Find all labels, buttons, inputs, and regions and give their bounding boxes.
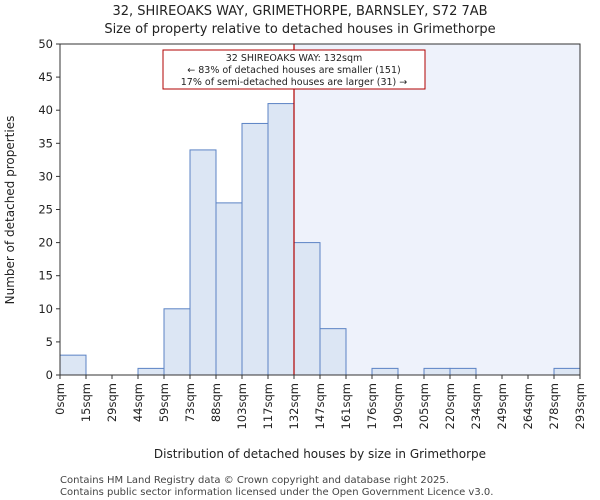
bar-59sqm bbox=[163, 308, 191, 376]
x-tick-label: 147sqm bbox=[313, 383, 327, 429]
y-tick-label: 50 bbox=[38, 37, 53, 51]
x-tick-label: 15sqm bbox=[79, 383, 93, 422]
x-tick-label: 190sqm bbox=[391, 383, 405, 429]
x-tick-label: 73sqm bbox=[183, 383, 197, 422]
y-tick-label: 20 bbox=[38, 236, 53, 250]
x-tick-label: 278sqm bbox=[547, 383, 561, 429]
footer-line-1: Contains HM Land Registry data © Crown c… bbox=[60, 475, 449, 486]
annotation-frame bbox=[162, 49, 426, 90]
x-tick-label: 293sqm bbox=[573, 383, 587, 429]
x-tick-label: 264sqm bbox=[521, 383, 535, 429]
y-tick-label: 35 bbox=[38, 136, 53, 150]
bar-0sqm bbox=[59, 354, 87, 376]
footer-line-2: Contains public sector information licen… bbox=[60, 487, 493, 498]
x-tick-label: 176sqm bbox=[365, 383, 379, 429]
highlight-region bbox=[294, 44, 580, 375]
y-tick-label: 25 bbox=[38, 203, 53, 217]
annotation-line-3: 17% of semi-detached houses are larger (… bbox=[181, 77, 408, 88]
bar-278sqm bbox=[553, 367, 581, 376]
bar-44sqm bbox=[137, 367, 165, 376]
x-tick-label: 117sqm bbox=[261, 383, 275, 429]
y-tick-label: 45 bbox=[38, 70, 53, 84]
y-tick-label: 0 bbox=[46, 368, 53, 382]
chart-subtitle: Size of property relative to detached ho… bbox=[104, 22, 495, 37]
bar-88sqm bbox=[215, 202, 243, 376]
y-axis-label: Number of detached properties bbox=[3, 116, 17, 305]
bar-117sqm bbox=[267, 103, 295, 376]
annotation-line-1: 32 SHIREOAKS WAY: 132sqm bbox=[226, 53, 363, 64]
y-tick-label: 15 bbox=[38, 269, 53, 283]
annotation-box: 32 SHIREOAKS WAY: 132sqm ← 83% of detach… bbox=[162, 49, 426, 90]
x-tick-label: 44sqm bbox=[131, 383, 145, 422]
x-axis-label: Distribution of detached houses by size … bbox=[154, 447, 486, 461]
x-tick-label: 161sqm bbox=[339, 383, 353, 429]
x-tick-label: 234sqm bbox=[469, 383, 483, 429]
x-tick-label: 205sqm bbox=[417, 383, 431, 429]
x-tick-label: 220sqm bbox=[443, 383, 457, 429]
plot-area: 0 5 10 15 20 25 30 35 40 45 50 0sqm 15sqm 29sqm 44sqm… bbox=[38, 37, 587, 429]
x-tick-label: 29sqm bbox=[105, 383, 119, 422]
x-tick-label: 103sqm bbox=[235, 383, 249, 429]
chart-title: 32, SHIREOAKS WAY, GRIMETHORPE, BARNSLEY… bbox=[112, 4, 487, 19]
x-tick-label: 249sqm bbox=[495, 383, 509, 429]
bar-205sqm bbox=[423, 367, 451, 376]
bar-73sqm bbox=[189, 149, 217, 376]
x-tick-label: 88sqm bbox=[209, 383, 223, 422]
y-tick-label: 30 bbox=[38, 169, 53, 183]
bar-103sqm bbox=[241, 122, 269, 376]
x-tick-label: 59sqm bbox=[157, 383, 171, 422]
x-tick-label: 0sqm bbox=[53, 383, 67, 415]
x-tick-label: 132sqm bbox=[287, 383, 301, 429]
annotation-line-2: ← 83% of detached houses are smaller (15… bbox=[187, 65, 400, 76]
y-tick-label: 10 bbox=[38, 302, 53, 316]
bar-220sqm bbox=[449, 367, 477, 376]
bar-147sqm bbox=[319, 328, 347, 376]
y-tick-label: 5 bbox=[46, 335, 53, 349]
bar-176sqm bbox=[371, 367, 399, 376]
bar-132sqm bbox=[293, 242, 321, 376]
y-tick-label: 40 bbox=[38, 103, 53, 117]
